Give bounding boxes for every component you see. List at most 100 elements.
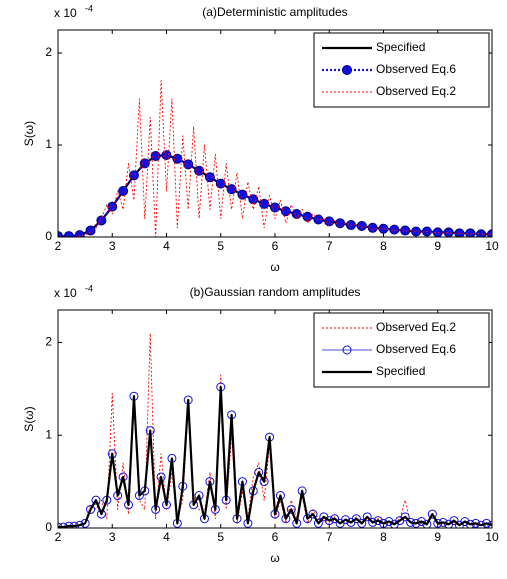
marker <box>237 189 248 200</box>
marker <box>427 509 437 519</box>
y-tick-label: 2 <box>45 335 52 349</box>
marker <box>357 518 367 528</box>
marker <box>449 516 459 526</box>
legend-marker <box>342 345 352 355</box>
marker <box>204 172 215 183</box>
marker <box>80 518 90 528</box>
marker <box>324 216 335 227</box>
marker <box>476 520 486 528</box>
marker <box>313 518 323 528</box>
x-tick-label: 6 <box>272 530 279 544</box>
marker <box>345 220 356 231</box>
marker <box>118 186 129 196</box>
marker <box>487 520 492 528</box>
marker <box>379 518 388 528</box>
marker <box>150 151 161 162</box>
marker <box>161 150 172 161</box>
x-tick-label: 7 <box>326 530 333 544</box>
marker <box>85 225 96 236</box>
marker <box>416 517 426 527</box>
y-tick-label: 1 <box>45 137 52 151</box>
marker <box>476 229 487 237</box>
x-axis-label: ω <box>270 551 279 565</box>
series-layer <box>58 332 492 528</box>
x-tick-label: 6 <box>272 239 279 253</box>
marker <box>362 512 372 522</box>
y-multiplier-exp: -4 <box>85 283 93 293</box>
marker <box>313 214 324 225</box>
x-tick-label: 10 <box>485 530 499 544</box>
marker <box>96 215 107 226</box>
marker <box>107 201 118 212</box>
marker <box>86 504 96 514</box>
y-axis-label: S(ω) <box>22 406 36 431</box>
x-tick-label: 8 <box>380 239 387 253</box>
marker <box>96 509 106 519</box>
chart-title: (b)Gaussian random amplitudes <box>190 285 361 299</box>
marker <box>422 519 432 528</box>
marker <box>400 225 411 236</box>
marker <box>91 495 101 505</box>
x-tick-label: 4 <box>163 530 170 544</box>
axes-box <box>57 309 493 529</box>
marker <box>308 509 318 519</box>
x-tick-label: 8 <box>380 530 387 544</box>
marker <box>460 517 470 527</box>
legend-label: Observed Eq.6 <box>376 62 456 76</box>
y-multiplier: x 10 <box>54 6 77 20</box>
series-line <box>58 332 492 528</box>
marker <box>63 231 74 237</box>
x-tick-label: 9 <box>434 239 441 253</box>
marker <box>324 516 334 526</box>
legend-label: Observed Eq.2 <box>376 320 456 334</box>
marker <box>254 467 264 477</box>
marker <box>139 158 150 169</box>
x-tick-label: 3 <box>109 530 116 544</box>
marker <box>215 178 226 189</box>
marker <box>183 159 194 170</box>
x-tick-label: 2 <box>55 239 62 253</box>
axes-box <box>57 29 493 238</box>
marker <box>373 516 383 526</box>
marker <box>128 170 139 181</box>
marker <box>384 517 394 527</box>
marker <box>341 515 351 525</box>
marker <box>280 206 291 217</box>
legend-label: Observed Eq.2 <box>376 84 456 98</box>
marker <box>368 517 378 527</box>
y-tick-label: 0 <box>45 229 52 243</box>
marker <box>330 514 340 524</box>
x-tick-label: 7 <box>326 239 333 253</box>
legend-label: Specified <box>376 40 425 54</box>
x-tick-label: 10 <box>485 239 499 253</box>
series-line <box>58 385 492 528</box>
x-tick-label: 9 <box>434 530 441 544</box>
y-tick-label: 2 <box>45 45 52 59</box>
legend-label: Specified <box>376 364 425 378</box>
x-tick-label: 5 <box>217 530 224 544</box>
y-multiplier-exp: -4 <box>85 3 93 13</box>
marker <box>302 211 313 222</box>
marker <box>58 231 63 237</box>
marker <box>259 198 270 209</box>
x-tick-label: 2 <box>55 530 62 544</box>
legend-label: Observed Eq.6 <box>376 342 456 356</box>
marker <box>226 184 237 195</box>
marker <box>286 504 296 514</box>
marker <box>351 514 361 524</box>
y-axis-label: S(ω) <box>22 121 36 146</box>
marker <box>400 512 410 522</box>
marker <box>482 518 492 528</box>
x-tick-label: 3 <box>109 239 116 253</box>
marker <box>172 153 183 164</box>
marker <box>194 165 205 176</box>
legend-marker <box>342 65 352 75</box>
series-line <box>58 80 492 237</box>
y-tick-label: 1 <box>45 427 52 441</box>
marker <box>443 227 454 237</box>
x-tick-label: 5 <box>217 239 224 253</box>
chart-title: (a)Deterministic amplitudes <box>202 5 347 19</box>
y-multiplier: x 10 <box>54 286 77 300</box>
x-axis-label: ω <box>270 260 279 274</box>
